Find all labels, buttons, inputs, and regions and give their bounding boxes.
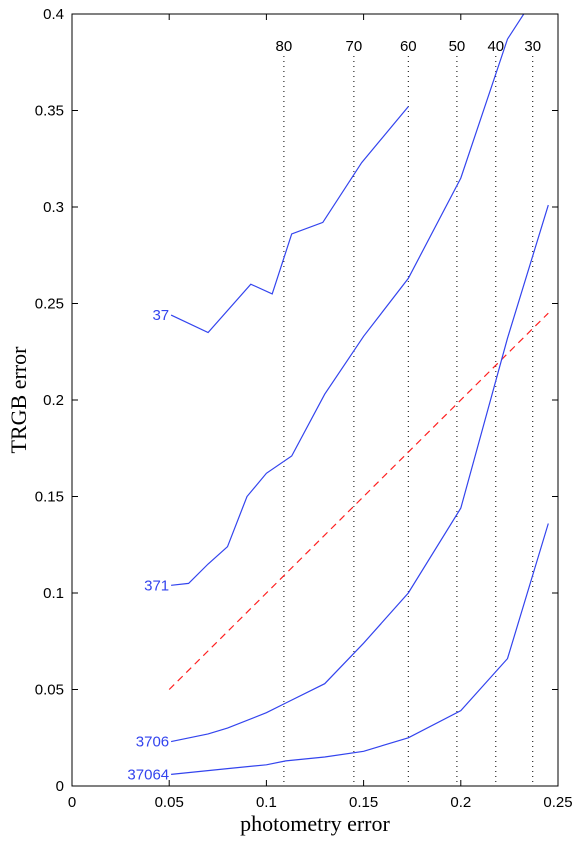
y-tick-label: 0.35 <box>35 103 64 120</box>
series-line-37 <box>170 106 409 334</box>
reference-label-60: 60 <box>400 38 417 55</box>
y-axis: 0 0.05 0.1 0.15 0.2 0.25 0.3 0.35 0.4 <box>35 6 558 795</box>
series-label-37: 37 <box>152 307 169 324</box>
series-label-37064: 37064 <box>127 766 169 783</box>
x-tick-label: 0.15 <box>349 794 378 811</box>
series-line-371 <box>171 14 525 586</box>
x-tick-label: 0.25 <box>543 794 572 811</box>
series-line-37064 <box>171 523 549 775</box>
series-label-3706: 3706 <box>136 734 169 751</box>
reference-lines <box>283 56 534 786</box>
y-tick-label: 0.25 <box>35 296 64 313</box>
y-tick-label: 0.1 <box>43 585 64 602</box>
diagonal-reference <box>168 312 549 690</box>
y-tick-label: 0.05 <box>35 682 64 699</box>
x-axis: 0 0.05 0.1 0.15 0.2 0.25 <box>68 14 573 811</box>
y-tick-label: 0 <box>56 778 64 795</box>
x-tick-label: 0 <box>68 794 76 811</box>
reference-label-70: 70 <box>346 38 363 55</box>
reference-labels: 80 70 60 50 40 30 <box>276 38 542 55</box>
plot-frame <box>71 13 559 787</box>
y-axis-title: TRGB error <box>6 346 31 454</box>
series-line-3706 <box>170 204 549 743</box>
series-lines <box>170 14 549 775</box>
x-tick-label: 0.2 <box>450 794 471 811</box>
y-tick-label: 0.4 <box>43 6 64 23</box>
y-tick-label: 0.15 <box>35 489 64 506</box>
y-tick-label: 0.2 <box>43 392 64 409</box>
diagonal-reference-line <box>168 312 549 690</box>
reference-label-30: 30 <box>524 38 541 55</box>
series-label-371: 371 <box>144 577 169 594</box>
series-labels: 37 371 3706 37064 <box>127 307 169 783</box>
reference-label-40: 40 <box>487 38 504 55</box>
x-tick-label: 0.1 <box>256 794 277 811</box>
reference-label-80: 80 <box>276 38 293 55</box>
x-axis-title: photometry error <box>240 811 390 836</box>
y-tick-label: 0.3 <box>43 199 64 216</box>
x-tick-label: 0.05 <box>155 794 184 811</box>
reference-label-50: 50 <box>449 38 466 55</box>
